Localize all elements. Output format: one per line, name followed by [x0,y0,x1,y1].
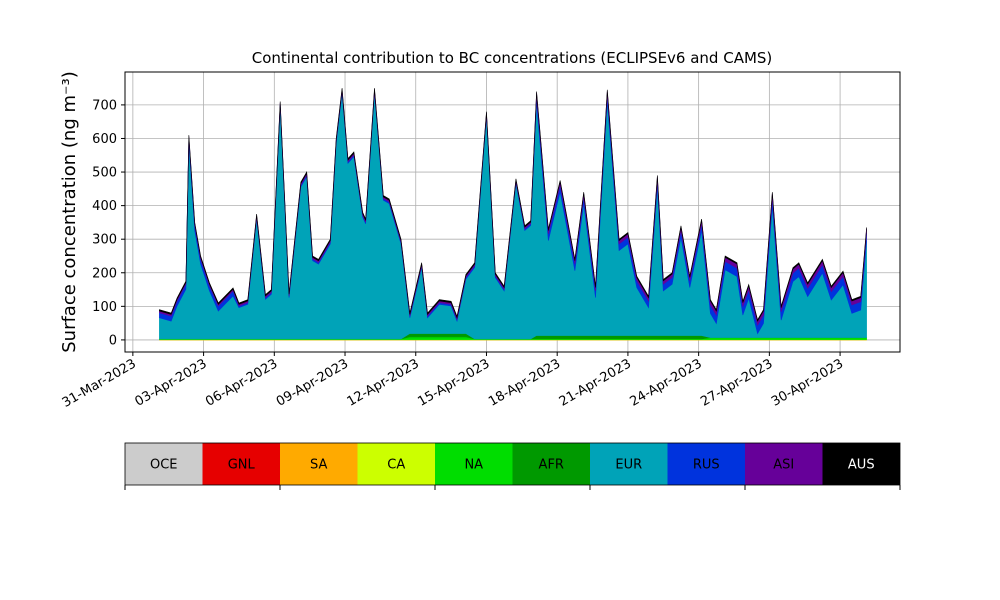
legend-swatch [512,443,590,485]
legend-swatch [125,443,203,485]
legend-frame [124,442,901,486]
legend-label: NA [464,458,483,473]
x-tick-label: 18-Apr-2023 [486,356,563,409]
x-tick-label: 03-Apr-2023 [132,356,209,409]
legend-label: SA [310,458,327,473]
legend-label: RUS [693,458,720,473]
x-tick-label: 09-Apr-2023 [274,356,351,409]
y-tick-label: 400 [92,199,117,214]
legend-label: ASI [773,458,794,473]
y-axis-label: Surface concentration (ng m⁻³) [59,71,80,353]
area-aus [159,88,867,322]
x-tick-label: 21-Apr-2023 [557,356,634,409]
x-tick-label: 15-Apr-2023 [415,356,492,409]
axes-frame [124,71,901,353]
y-tick-label: 200 [92,266,117,281]
legend-label: CA [387,458,405,473]
legend-label: AUS [848,458,875,473]
legend-swatch [202,443,280,485]
legend-swatch [435,443,513,485]
x-tick-label: 31-Mar-2023 [60,356,139,410]
legend-label: EUR [615,458,642,473]
y-tick-label: 600 [92,132,117,147]
legend-swatch [745,443,823,485]
area-eur [159,92,867,340]
legend-swatch [822,443,900,485]
legend-swatch [590,443,668,485]
y-tick-label: 0 [109,333,117,348]
y-tick-label: 500 [92,166,117,181]
y-tick-label: 100 [92,300,117,315]
y-tick-label: 300 [92,233,117,248]
chart-title: Continental contribution to BC concentra… [252,49,773,67]
legend: OCE GNL SA CA NA AFR EUR RUS ASI AUS [124,442,901,490]
legend-label: OCE [150,458,178,473]
x-tick-label: 30-Apr-2023 [769,356,846,409]
x-tick-label: 24-Apr-2023 [628,356,705,409]
plot-area [125,72,900,352]
y-tick-label: 700 [92,98,117,113]
legend-swatch [357,443,435,485]
legend-label: AFR [539,458,564,473]
x-tick-label: 27-Apr-2023 [698,356,775,409]
legend-swatch [280,443,358,485]
x-tick-label: 12-Apr-2023 [345,356,422,409]
x-tick-label: 06-Apr-2023 [203,356,280,409]
legend-label: GNL [228,458,256,473]
legend-swatch [667,443,745,485]
